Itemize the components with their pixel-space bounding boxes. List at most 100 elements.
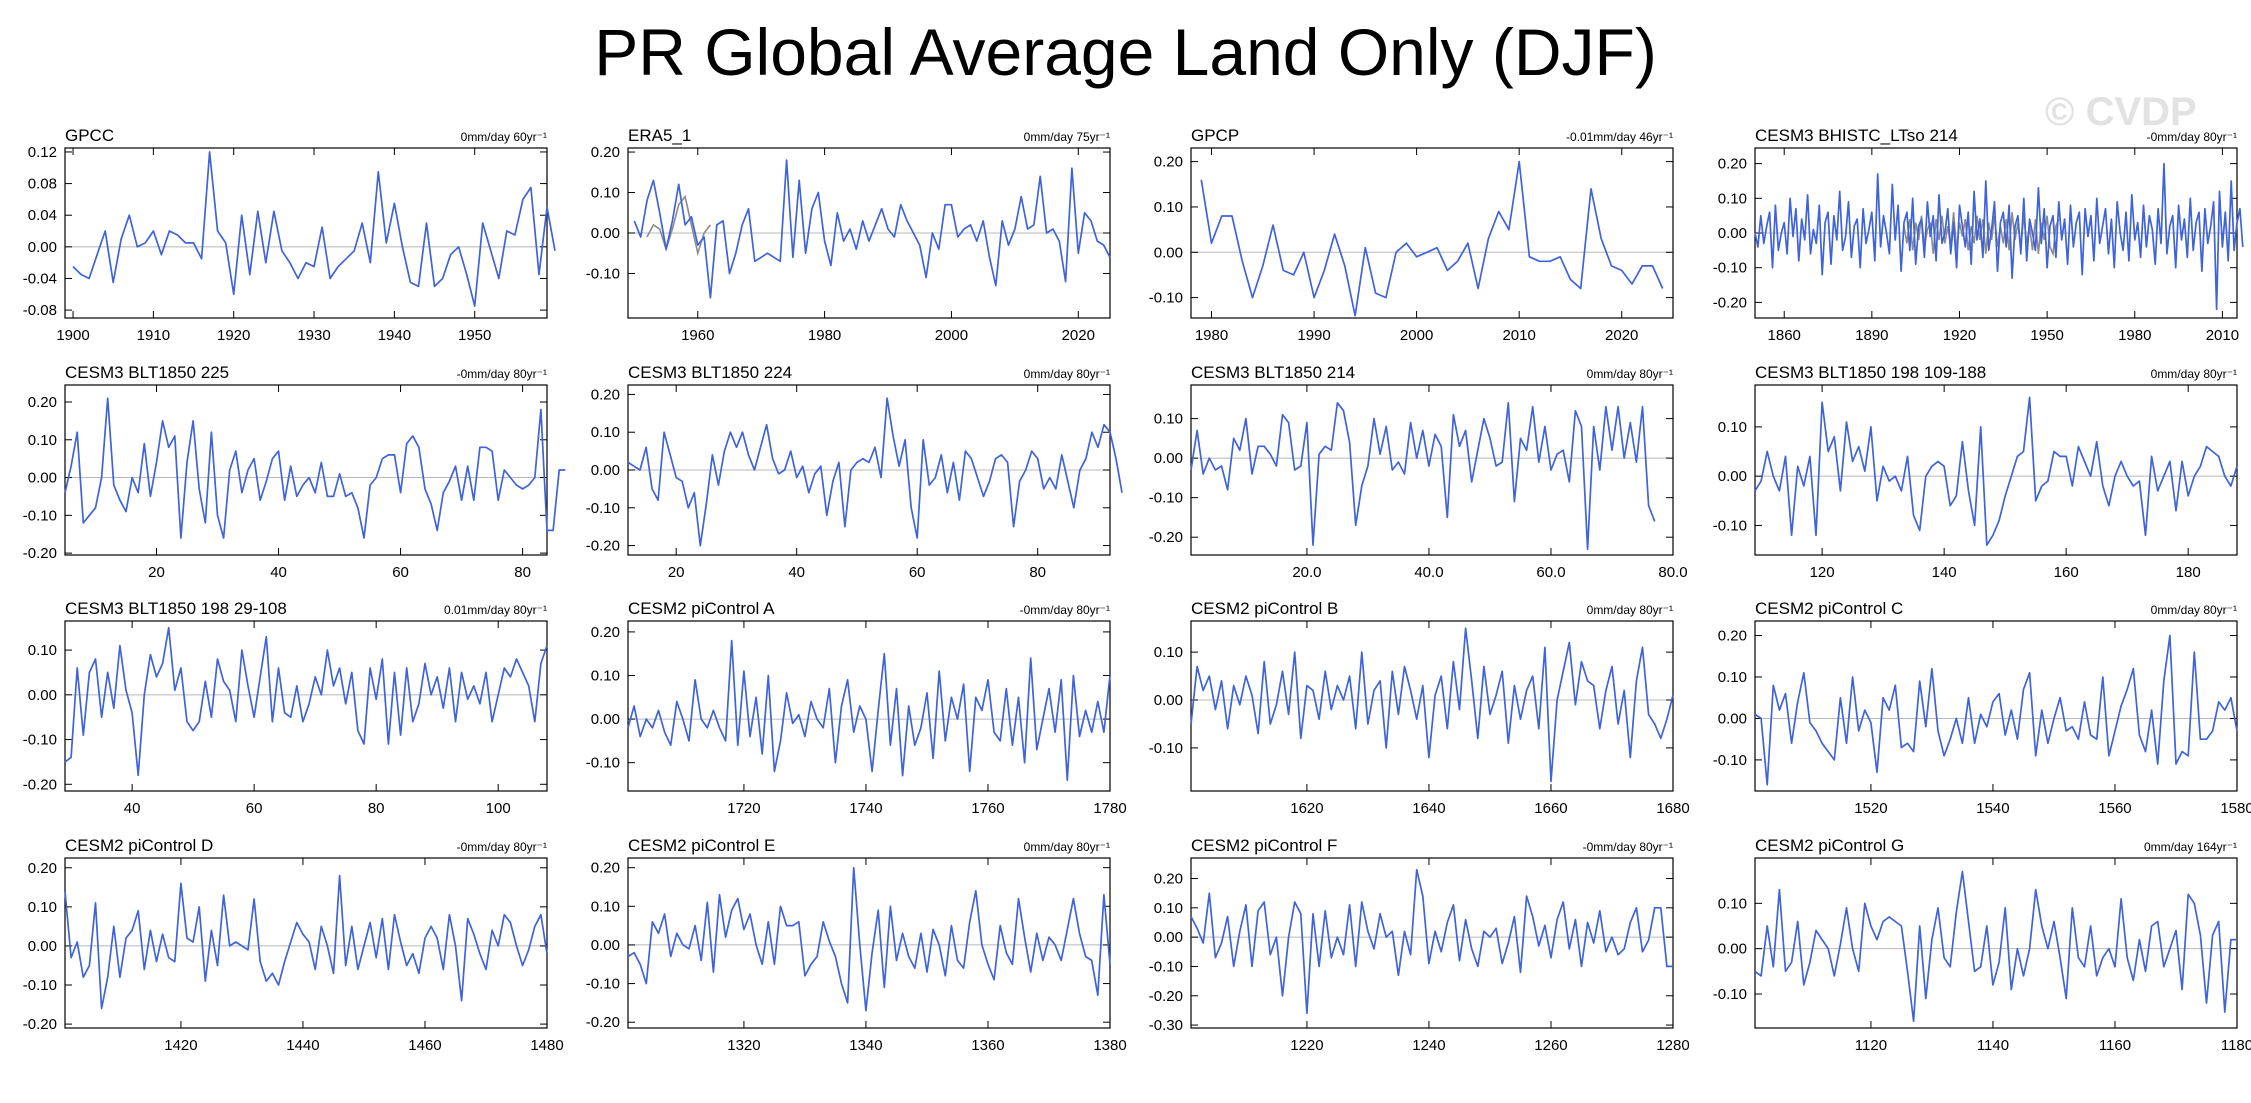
y-tick-label: -0.10	[1149, 490, 1183, 507]
panel-5: -0.20 -0.10 0.00 0.10 0.20 20 40 60 80 CESM3 BLT1…	[23, 363, 566, 581]
x-tick-label: 80	[514, 564, 531, 581]
x-tick-label: 1660	[1534, 800, 1567, 817]
y-tick-label: 0.00	[28, 938, 57, 955]
panel-trend-label: -0mm/day 80yr⁻¹	[1583, 840, 1673, 854]
x-tick-label: 60	[909, 564, 926, 581]
x-tick-label: 20	[148, 564, 165, 581]
panel-title: GPCC	[65, 126, 114, 145]
panel-trend-label: 0mm/day 80yr⁻¹	[1024, 367, 1110, 381]
x-tick-label: 40.0	[1414, 564, 1443, 581]
y-tick-label: -0.10	[1713, 986, 1747, 1003]
series-line	[1754, 870, 2237, 1023]
y-tick-label: 0.10	[1154, 411, 1183, 428]
series-line	[627, 397, 1123, 547]
y-tick-label: 0.10	[1154, 644, 1183, 661]
x-tick-label: 1360	[971, 1037, 1004, 1054]
x-tick-label: 60.0	[1536, 564, 1565, 581]
x-tick-label: 1540	[1976, 800, 2009, 817]
x-tick-label: 40	[124, 800, 141, 817]
y-tick-label: -0.10	[23, 507, 57, 524]
series-line	[1200, 160, 1664, 317]
x-tick-label: 1780	[1093, 800, 1126, 817]
x-tick-label: 1180	[2221, 1037, 2251, 1054]
x-tick-label: 2000	[1400, 327, 1433, 344]
series-line	[1190, 627, 1674, 783]
series-line	[1190, 401, 1656, 550]
series-line	[633, 159, 1111, 299]
x-tick-label: 1140	[1977, 1037, 2009, 1054]
y-tick-label: -0.10	[586, 755, 620, 772]
x-tick-label: 80.0	[1658, 564, 1687, 581]
panel-title: CESM3 BLT1850 224	[628, 363, 792, 382]
panel-trend-label: 0mm/day 80yr⁻¹	[1587, 603, 1673, 617]
y-tick-label: 0.20	[1718, 156, 1747, 173]
y-tick-label: 0.00	[1718, 468, 1747, 485]
panel-title: CESM3 BLT1850 198 29-108	[65, 599, 287, 618]
x-tick-label: 1990	[1297, 327, 1330, 344]
y-tick-label: -0.20	[23, 776, 57, 793]
y-tick-label: 0.00	[1718, 710, 1747, 727]
x-tick-label: 1340	[849, 1037, 882, 1054]
y-tick-label: 0.10	[28, 642, 57, 659]
panel-7: -0.20 -0.10 0.00 0.10 20.0 40.0 60.0 80.0 CESM3 …	[1149, 363, 1688, 581]
y-tick-label: 0.00	[1718, 941, 1747, 958]
x-tick-label: 1920	[1943, 327, 1976, 344]
panel-8: -0.10 0.00 0.10 120 140 160 180 CESM3 BLT1850 1…	[1713, 363, 2238, 581]
x-tick-label: 1920	[217, 327, 250, 344]
y-tick-label: 0.00	[1154, 929, 1183, 946]
reference-series-line	[646, 194, 712, 257]
plot-frame	[1190, 857, 1674, 1029]
y-tick-label: 0.00	[591, 225, 620, 242]
x-tick-label: 140	[1932, 564, 1957, 581]
series-line	[627, 866, 1111, 1012]
series-line	[1754, 162, 2244, 311]
x-tick-label: 1950	[458, 327, 491, 344]
x-tick-label: 1260	[1534, 1037, 1567, 1054]
x-tick-label: 1930	[297, 327, 330, 344]
y-tick-label: -0.10	[586, 500, 620, 517]
x-tick-label: 1580	[2220, 800, 2251, 817]
x-tick-label: 1520	[1854, 800, 1887, 817]
panel-14: -0.20 -0.10 0.00 0.10 0.20 1320 1340 1360 1380 CE…	[586, 836, 1127, 1054]
y-tick-label: -0.20	[586, 1014, 620, 1031]
x-tick-label: 120	[1810, 564, 1835, 581]
panel-9: -0.20 -0.10 0.00 0.10 40 60 80 100 CESM3 BLT1850…	[23, 599, 548, 817]
panel-trend-label: 0mm/day 80yr⁻¹	[2151, 367, 2237, 381]
x-tick-label: 1280	[1656, 1037, 1689, 1054]
y-tick-label: -0.10	[1713, 517, 1747, 534]
x-tick-label: 160	[2054, 564, 2079, 581]
series-line	[1190, 868, 1673, 1015]
panel-title: CESM2 piControl G	[1755, 836, 1904, 855]
y-tick-label: 0.10	[1718, 190, 1747, 207]
x-tick-label: 2020	[1605, 327, 1638, 344]
plot-frame	[1754, 384, 2238, 556]
y-tick-label: -0.10	[1149, 958, 1183, 975]
x-tick-label: 80	[368, 800, 385, 817]
panel-trend-label: 0mm/day 80yr⁻¹	[1587, 367, 1673, 381]
plot-frame	[64, 384, 548, 556]
y-tick-label: 0.10	[28, 432, 57, 449]
y-tick-label: 0.00	[28, 687, 57, 704]
panel-trend-label: -0.01mm/day 46yr⁻¹	[1566, 130, 1673, 144]
x-tick-label: 2010	[2206, 327, 2239, 344]
x-tick-label: 1720	[727, 800, 760, 817]
cvdp-watermark: © CVDP	[2045, 90, 2197, 134]
panel-title: CESM3 BLT1850 214	[1191, 363, 1355, 382]
panel-16: -0.10 0.00 0.10 1120 1140 1160 1180 CESM2 piCon…	[1713, 836, 2251, 1054]
x-tick-label: 2010	[1502, 327, 1535, 344]
panel-12: -0.10 0.00 0.10 0.20 1520 1540 1560 1580 CESM2 p…	[1713, 599, 2251, 817]
panel-1: -0.08 -0.04 0.00 0.04 0.08 0.12 1900 1910 1920 19…	[23, 126, 556, 344]
series-line	[64, 626, 548, 777]
y-tick-label: 0.20	[591, 144, 620, 161]
panel-title: ERA5_1	[628, 126, 691, 145]
y-tick-label: 0.20	[591, 386, 620, 403]
panel-6: -0.20 -0.10 0.00 0.10 0.20 20 40 60 80 CESM3 BLT1…	[586, 363, 1123, 581]
y-tick-label: 0.00	[28, 239, 57, 256]
x-tick-label: 1960	[681, 327, 714, 344]
x-tick-label: 1480	[530, 1037, 563, 1054]
x-tick-label: 40	[270, 564, 287, 581]
plot-frame	[627, 620, 1111, 792]
y-tick-label: 0.10	[28, 899, 57, 916]
plot-frame	[1754, 620, 2238, 792]
